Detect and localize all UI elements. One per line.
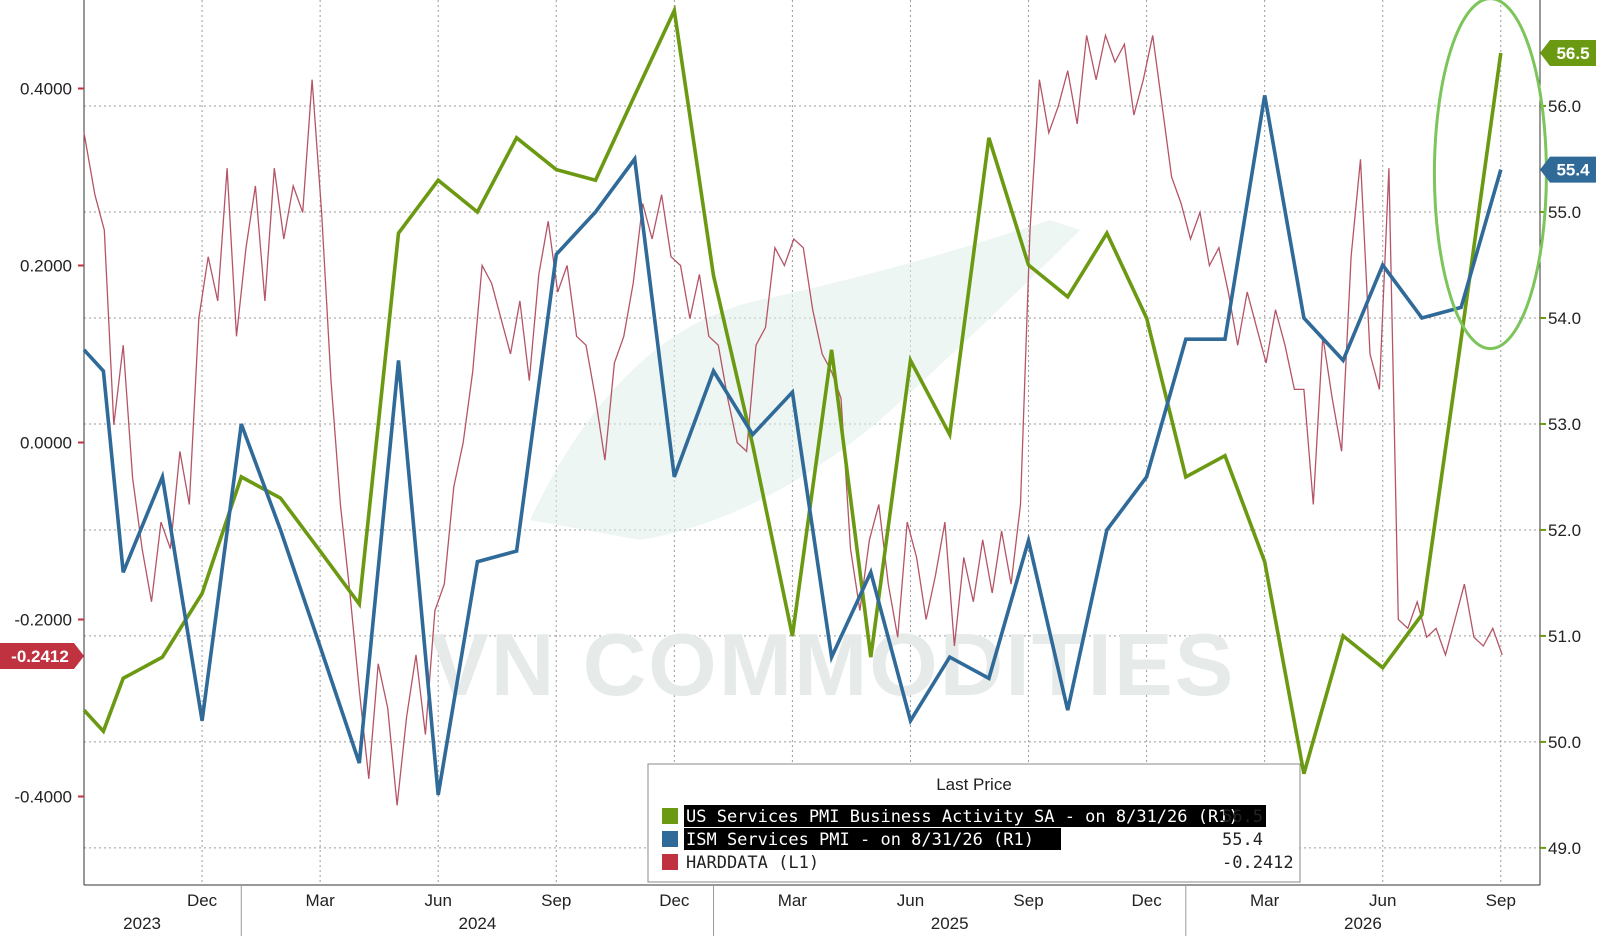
right-tick-label-2: 54.0: [1548, 309, 1581, 328]
month-label-11: Sep: [1486, 891, 1516, 910]
legend: Last Price US Services PMI Business Acti…: [647, 763, 1301, 883]
right-tick-label-4: 52.0: [1548, 521, 1581, 540]
right-tick-label-3: 53.0: [1548, 415, 1581, 434]
badge-text: -0.2412: [11, 647, 69, 666]
right-tick-label-1: 55.0: [1548, 203, 1581, 222]
badge-shape: [0, 642, 84, 669]
series-line-ism-services-pmi: [82, 95, 1503, 796]
legend-swatch: [662, 808, 678, 824]
year-label-1: 2024: [458, 914, 496, 933]
month-label-0: Dec: [187, 891, 218, 910]
legend-label-highlight: [684, 805, 1266, 827]
badge-ism-services-pmi: 55.4: [1540, 156, 1596, 183]
series-line-harddata: [83, 33, 1503, 806]
legend-value: -0.2412: [1222, 853, 1294, 873]
badge-text: 56.5: [1556, 44, 1589, 63]
right-tick-label-5: 51.0: [1548, 627, 1581, 646]
left-tick-label-1: 0.2000: [20, 257, 72, 276]
badge-layer: 56.5 55.4 -0.2412: [0, 39, 1596, 669]
month-label-8: Dec: [1131, 891, 1162, 910]
axes: 0.4000 0.2000 0.0000 -0.2000 -0.4000 56.0 55.0…: [14, 0, 1581, 936]
month-label-1: Mar: [305, 891, 335, 910]
series-layer: [82, 4, 1503, 806]
legend-label-highlight: [684, 828, 1061, 850]
legend-label: HARDDATA (L1): [686, 853, 819, 873]
legend-value: 55.4: [1222, 830, 1263, 850]
highlight-layer: [1432, 0, 1548, 351]
right-tick-label-0: 56.0: [1548, 97, 1581, 116]
left-tick-label-4: -0.4000: [14, 788, 72, 807]
left-tick-label-2: 0.0000: [20, 434, 72, 453]
year-label-3: 2026: [1344, 914, 1382, 933]
year-label-0: 2023: [123, 914, 161, 933]
month-label-9: Mar: [1250, 891, 1280, 910]
watermark: VN COMMODITIES: [430, 220, 1235, 714]
legend-value: 56.5: [1222, 807, 1263, 827]
highlight-ellipse: [1432, 0, 1548, 351]
month-label-6: Jun: [897, 891, 924, 910]
month-label-10: Jun: [1369, 891, 1396, 910]
legend-label: US Services PMI Business Activity SA - o…: [686, 807, 1239, 827]
watermark-text: VN COMMODITIES: [430, 615, 1235, 714]
month-label-7: Sep: [1013, 891, 1043, 910]
month-label-2: Jun: [424, 891, 451, 910]
left-tick-label-3: -0.2000: [14, 611, 72, 630]
badge-us-services-pmi: 56.5: [1540, 39, 1596, 66]
legend-swatch: [662, 854, 678, 870]
badge-shape: [1540, 156, 1596, 183]
legend-swatch: [662, 831, 678, 847]
watermark-logo-swoosh: [530, 220, 1080, 540]
left-tick-label-0: 0.4000: [20, 80, 72, 99]
month-label-3: Sep: [541, 891, 571, 910]
right-tick-label-6: 50.0: [1548, 733, 1581, 752]
badge-harddata: -0.2412: [0, 642, 84, 669]
year-label-2: 2025: [931, 914, 969, 933]
legend-entry-0: US Services PMI Business Activity SA - o…: [662, 805, 1266, 827]
month-label-5: Mar: [778, 891, 808, 910]
legend-title: Last Price: [936, 775, 1012, 794]
month-label-4: Dec: [659, 891, 690, 910]
legend-entry-2: HARDDATA (L1) -0.2412: [662, 853, 1294, 873]
legend-label: ISM Services PMI - on 8/31/26 (R1): [686, 830, 1034, 850]
legend-entry-1: ISM Services PMI - on 8/31/26 (R1) 55.4: [662, 828, 1263, 850]
badge-text: 55.4: [1556, 161, 1590, 180]
right-tick-label-7: 49.0: [1548, 839, 1581, 858]
badge-shape: [1540, 39, 1596, 66]
legend-entries: US Services PMI Business Activity SA - o…: [662, 805, 1294, 873]
series-line-us-services-pmi: [82, 4, 1503, 775]
